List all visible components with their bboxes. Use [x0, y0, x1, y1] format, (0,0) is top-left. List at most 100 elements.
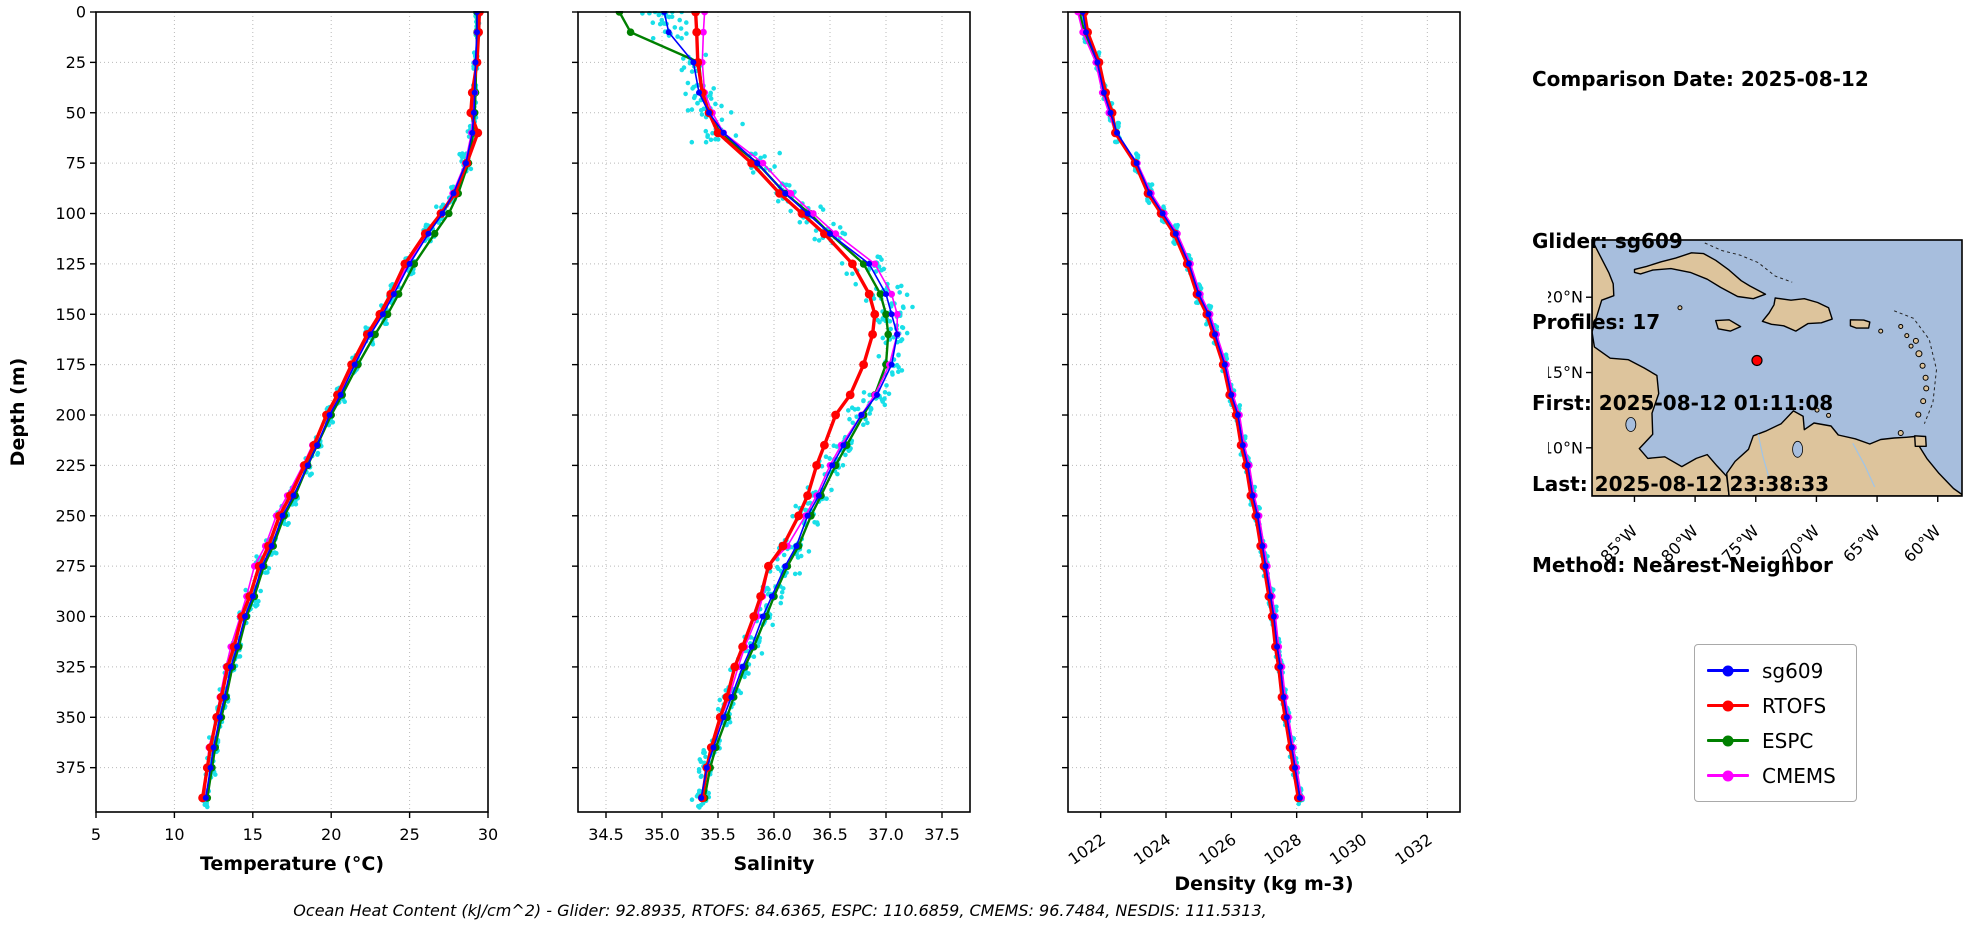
map-y-tick-label: 20°N [1548, 288, 1583, 307]
series-marker [474, 29, 480, 36]
series-marker [888, 290, 895, 298]
series-marker [326, 412, 333, 418]
profiles-count-text: Profiles: 17 [1532, 310, 1661, 334]
series-marker [778, 541, 788, 551]
series-marker [840, 442, 847, 449]
series-marker [290, 492, 297, 499]
series-marker [787, 190, 795, 197]
series-marker [888, 361, 895, 368]
ohc-caption: Ocean Heat Content (kJ/cm^2) - Glider: 9… [293, 901, 1267, 920]
series-marker [242, 613, 248, 620]
series-marker [210, 744, 217, 751]
series-marker [1267, 593, 1274, 600]
series-marker [859, 360, 868, 369]
series-marker [1280, 694, 1287, 701]
depth-axis-label: Depth (m) [7, 358, 29, 467]
map-island [1814, 407, 1820, 413]
map-island [1915, 411, 1922, 418]
series-marker [390, 291, 397, 298]
y-tick-label: 275 [55, 557, 86, 576]
series-marker [698, 794, 705, 801]
axis-title-salinity: Salinity [733, 853, 815, 875]
map-island [1922, 374, 1929, 381]
series-marker [221, 694, 228, 701]
series-line-ESPC [618, 11, 890, 799]
y-tick-label: 75 [66, 154, 86, 173]
legend-label: CMEMS [1762, 763, 1836, 788]
series-RTOFS [198, 11, 484, 803]
y-tick-label: 375 [55, 758, 86, 777]
series-line-RTOFS [200, 11, 482, 799]
scatter-glider-raw-points [1079, 11, 1305, 807]
series-marker [793, 543, 800, 549]
series-marker [829, 462, 836, 469]
series-marker [383, 310, 392, 319]
series-marker [463, 160, 469, 167]
panel-frame [1067, 11, 1461, 813]
map-landmass [1715, 319, 1742, 332]
legend-label: RTOFS [1762, 693, 1827, 718]
x-tick-label: 5 [91, 825, 101, 844]
scatter-glider-raw-points [200, 11, 482, 810]
panel-density: 1022 1024 1026 1028 1030 1032 Density (kg m-3) [1062, 11, 1461, 895]
legend-label: ESPC [1762, 728, 1814, 753]
series-marker [1270, 613, 1277, 620]
legend-item-cmems: CMEMS [1707, 758, 1836, 793]
series-marker [768, 593, 775, 600]
series-marker [820, 440, 829, 450]
series-sg609 [1079, 11, 1303, 801]
map-river [1757, 434, 1770, 479]
series-marker [626, 28, 635, 36]
series-marker [472, 59, 479, 66]
map-island [1677, 305, 1683, 311]
map-inset: 20°N15°N10°N85°W80°W75°W70°W65°W60°W [1548, 239, 1963, 566]
series-marker [874, 391, 880, 398]
series-marker [884, 330, 892, 339]
series-marker [728, 694, 735, 701]
series-marker [720, 129, 727, 136]
series-marker [815, 492, 822, 499]
x-tick-label: 37.5 [924, 825, 960, 844]
series-marker [782, 190, 789, 197]
series-marker [845, 390, 855, 400]
series-marker [749, 612, 759, 621]
series-marker [764, 561, 773, 571]
info-spacer [1532, 147, 1869, 174]
series-marker [1114, 129, 1120, 136]
series-marker [379, 311, 386, 318]
series-marker [394, 290, 403, 298]
series-sg609 [661, 11, 901, 801]
series-CMEMS [200, 11, 482, 802]
map-island [1826, 412, 1832, 418]
x-tick-label: 35.5 [700, 825, 736, 844]
map-landmass [1849, 319, 1871, 329]
series-marker [1277, 663, 1284, 670]
series-marker [1159, 210, 1166, 217]
x-tick-label: 37.0 [868, 825, 904, 844]
y-tick-label: 25 [66, 53, 86, 72]
series-marker [471, 89, 478, 96]
series-marker [831, 410, 840, 420]
series-marker [351, 361, 358, 368]
map-landmass [1914, 435, 1927, 447]
series-marker [202, 794, 209, 801]
series-marker [1296, 794, 1303, 801]
series-sg609 [202, 11, 480, 801]
series-marker [738, 642, 747, 652]
series-marker [748, 643, 755, 650]
series-marker [812, 461, 821, 470]
comparison-date-text: Comparison Date: 2025-08-12 [1532, 67, 1869, 91]
series-marker [720, 714, 727, 721]
legend-line-swatch [1707, 770, 1749, 781]
series-marker [794, 511, 803, 521]
series-marker [1292, 764, 1298, 771]
legend-marker-dot [1722, 735, 1734, 746]
series-marker [430, 229, 439, 238]
series-marker [410, 260, 419, 268]
series-marker [1283, 714, 1290, 721]
series-marker [692, 27, 702, 37]
series-ESPC [1075, 11, 1305, 802]
y-tick-label: 150 [55, 305, 86, 324]
series-marker [314, 442, 321, 449]
